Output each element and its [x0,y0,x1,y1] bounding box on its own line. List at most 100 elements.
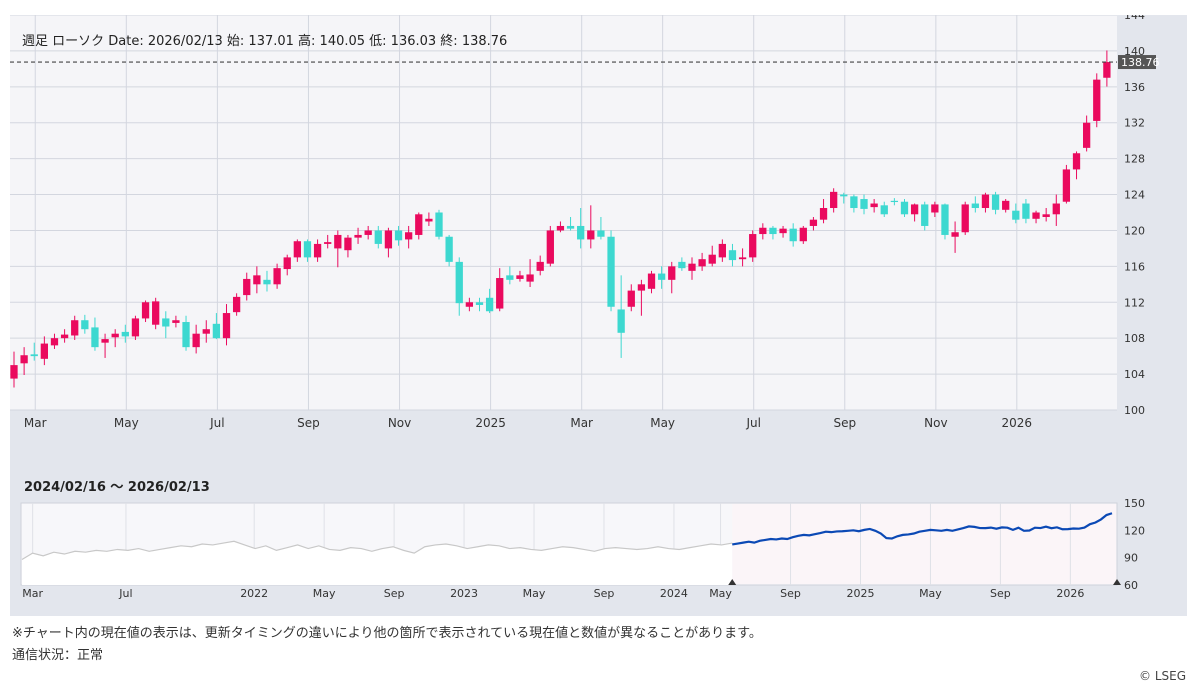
candle-body [243,278,251,296]
candle-body [556,225,565,231]
candle-body [941,204,949,235]
candle-body [131,318,140,337]
candle-body [830,191,838,209]
candle-body [354,234,362,238]
candle-body [577,225,585,240]
candle-body [435,212,443,237]
candle-body [273,268,281,285]
candle-body [313,243,322,258]
x-tick-label: Sep [833,416,856,430]
x-tick-label: Nov [924,416,947,430]
navigator-x-tick-label: Jul [118,587,132,600]
y-tick-label: 132 [1124,117,1145,130]
candle-body [152,301,160,325]
candles [10,50,1111,388]
navigator-x-tick-label: 2024 [660,587,688,600]
navigator-x-tick-label: Sep [384,587,405,600]
candle-body [384,230,393,249]
x-tick-label: Mar [570,416,593,430]
candle-body [293,241,301,258]
navigator-x-tick-label: 2023 [450,587,478,600]
navigator-x-tick-label: May [313,587,336,600]
y-tick-label: 112 [1124,296,1145,309]
candle-body [870,203,878,208]
candle-body [405,232,413,240]
candle-body [951,232,959,237]
y-tick-label: 128 [1124,153,1145,166]
candle-body [60,334,69,339]
candle-body [485,297,494,312]
chart-svg: 100 104 108 112 116 120 124 128 132 136 140 144 Mar M… [10,9,1160,600]
chart-panel: 100 104 108 112 116 120 124 128 132 136 140 144 Mar M… [10,9,1187,616]
candle-body [1042,214,1050,217]
navigator-history-line [21,540,733,561]
candle-body [506,275,514,280]
candle-body [860,199,868,209]
y-tick-label: 108 [1124,332,1145,345]
x-tick-label: May [650,416,675,430]
navigator-x-tick-label: Sep [780,587,801,600]
candle-body [526,274,534,282]
candle-body [1062,169,1071,202]
candle-body [647,273,656,289]
candle-body [779,228,787,234]
candle-body [698,259,706,267]
candle-body [1082,122,1091,148]
candle-body [415,214,423,235]
candle-body [587,230,595,240]
candle-body [374,230,382,244]
candle-body [10,365,18,379]
last-price-tag-box [1118,55,1156,70]
navigator-history-area [22,541,733,585]
navigator-x-tick-label: 2025 [846,587,874,600]
navigator-y-tick-label: 120 [1124,524,1145,537]
candle-body [718,243,726,258]
navigator-left-handle [728,579,737,585]
candle-body [789,228,797,242]
candle-body [425,218,433,222]
candle-body [50,338,59,346]
candle-body [880,205,888,215]
candle-body [799,227,807,242]
candle-body [637,284,646,291]
candle-body [101,339,109,343]
navigator-x-tick-label: May [709,587,732,600]
candle-body [111,333,119,338]
candle-body [971,203,979,209]
candle-body [324,242,332,244]
candle-body [921,204,929,226]
x-tick-label: 2025 [475,416,506,430]
candle-body [253,275,261,285]
candle-body [546,230,554,264]
y-tick-label: 136 [1124,81,1145,94]
candle-body [141,302,150,319]
candle-body [668,266,676,280]
candle-body [344,237,352,251]
candle-body [20,355,28,364]
candle-body [657,273,666,280]
candle-body [465,302,474,307]
candle-body [890,200,899,203]
main-plot-area [10,15,1117,410]
candle-body [1052,203,1060,215]
candle-body [192,333,200,348]
candle-body [182,322,190,348]
candle-body [91,327,99,348]
candle-body [455,261,463,304]
candle-body [931,204,939,213]
candle-body [1022,203,1030,219]
candle-body [364,230,372,235]
x-tick-label: May [114,416,139,430]
navigator-range-label: 2024/02/16 〜 2026/02/13 [24,480,210,495]
navigator-x-tick-label: Sep [594,587,615,600]
x-tick-label: Nov [388,416,411,430]
x-tick-label: Jul [745,416,760,430]
candle-body [607,236,615,307]
candle-body [263,279,271,285]
navigator-x-tick-label: May [919,587,942,600]
navigator-x-tick-label: Mar [22,587,43,600]
x-tick-label: Jul [209,416,224,430]
navigator-x-tick-label: 2026 [1056,587,1084,600]
candle-body [728,250,737,261]
candle-body [516,275,524,279]
